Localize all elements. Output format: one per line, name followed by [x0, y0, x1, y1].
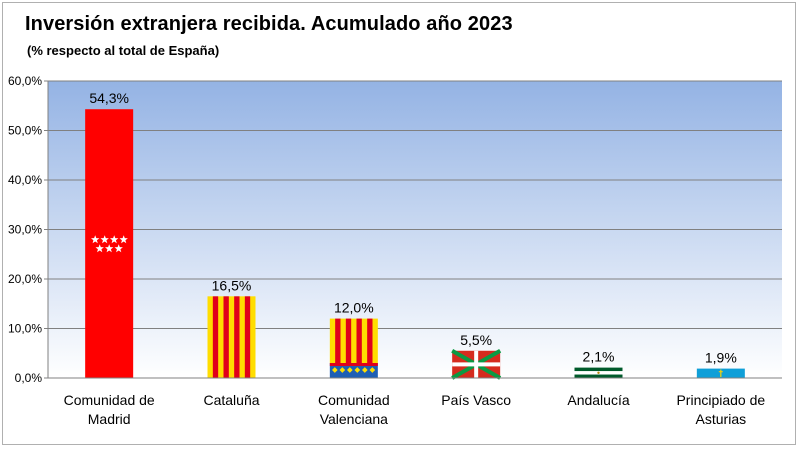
gridlines: [48, 80, 782, 329]
x-category-label: Madrid: [88, 411, 131, 427]
data-label: 2,1%: [583, 349, 615, 365]
x-category-label: Comunidad de: [64, 392, 155, 408]
bar-asturias: [696, 368, 745, 378]
data-label: 1,9%: [705, 350, 737, 366]
y-tick-label: 60,0%: [8, 74, 42, 88]
x-category-label: País Vasco: [441, 392, 511, 408]
data-label: 5,5%: [460, 332, 492, 348]
x-category-label: Cataluña: [203, 392, 259, 408]
chart-subtitle: (% respecto al total de España): [27, 43, 220, 58]
x-category-label: Andalucía: [567, 392, 629, 408]
bar-valenciana: [329, 318, 378, 378]
data-label: 54,3%: [89, 90, 129, 106]
y-tick-label: 20,0%: [8, 272, 42, 286]
x-category-label: Comunidad: [318, 392, 390, 408]
x-axis-categories: Comunidad de Madrid Cataluña Comunidad Valen…: [64, 392, 766, 427]
data-labels: 54,3% 16,5% 12,0% 5,5% 2,1% 1,9%: [89, 90, 736, 365]
y-tick-label: 50,0%: [8, 124, 42, 138]
x-category-label: Asturias: [696, 411, 747, 427]
y-tick-label: 10,0%: [8, 322, 42, 336]
chart-title: Inversión extranjera recibida. Acumulado…: [25, 13, 513, 35]
data-label: 16,5%: [212, 277, 252, 293]
y-axis-ticks: 0,0% 10,0% 20,0% 30,0% 40,0% 50,0% 60,0%: [8, 74, 48, 385]
bars: [85, 109, 745, 380]
y-tick-label: 30,0%: [8, 223, 42, 237]
x-category-label: Valenciana: [320, 411, 388, 427]
data-label: 12,0%: [334, 300, 374, 316]
bar-madrid: [85, 109, 134, 378]
bar-pais-vasco: [451, 349, 502, 380]
y-tick-label: 40,0%: [8, 173, 42, 187]
y-tick-label: 0,0%: [15, 371, 43, 385]
bar-andalucia: [574, 367, 623, 378]
x-category-label: Principiado de: [676, 392, 765, 408]
bar-cataluna: [207, 296, 256, 378]
